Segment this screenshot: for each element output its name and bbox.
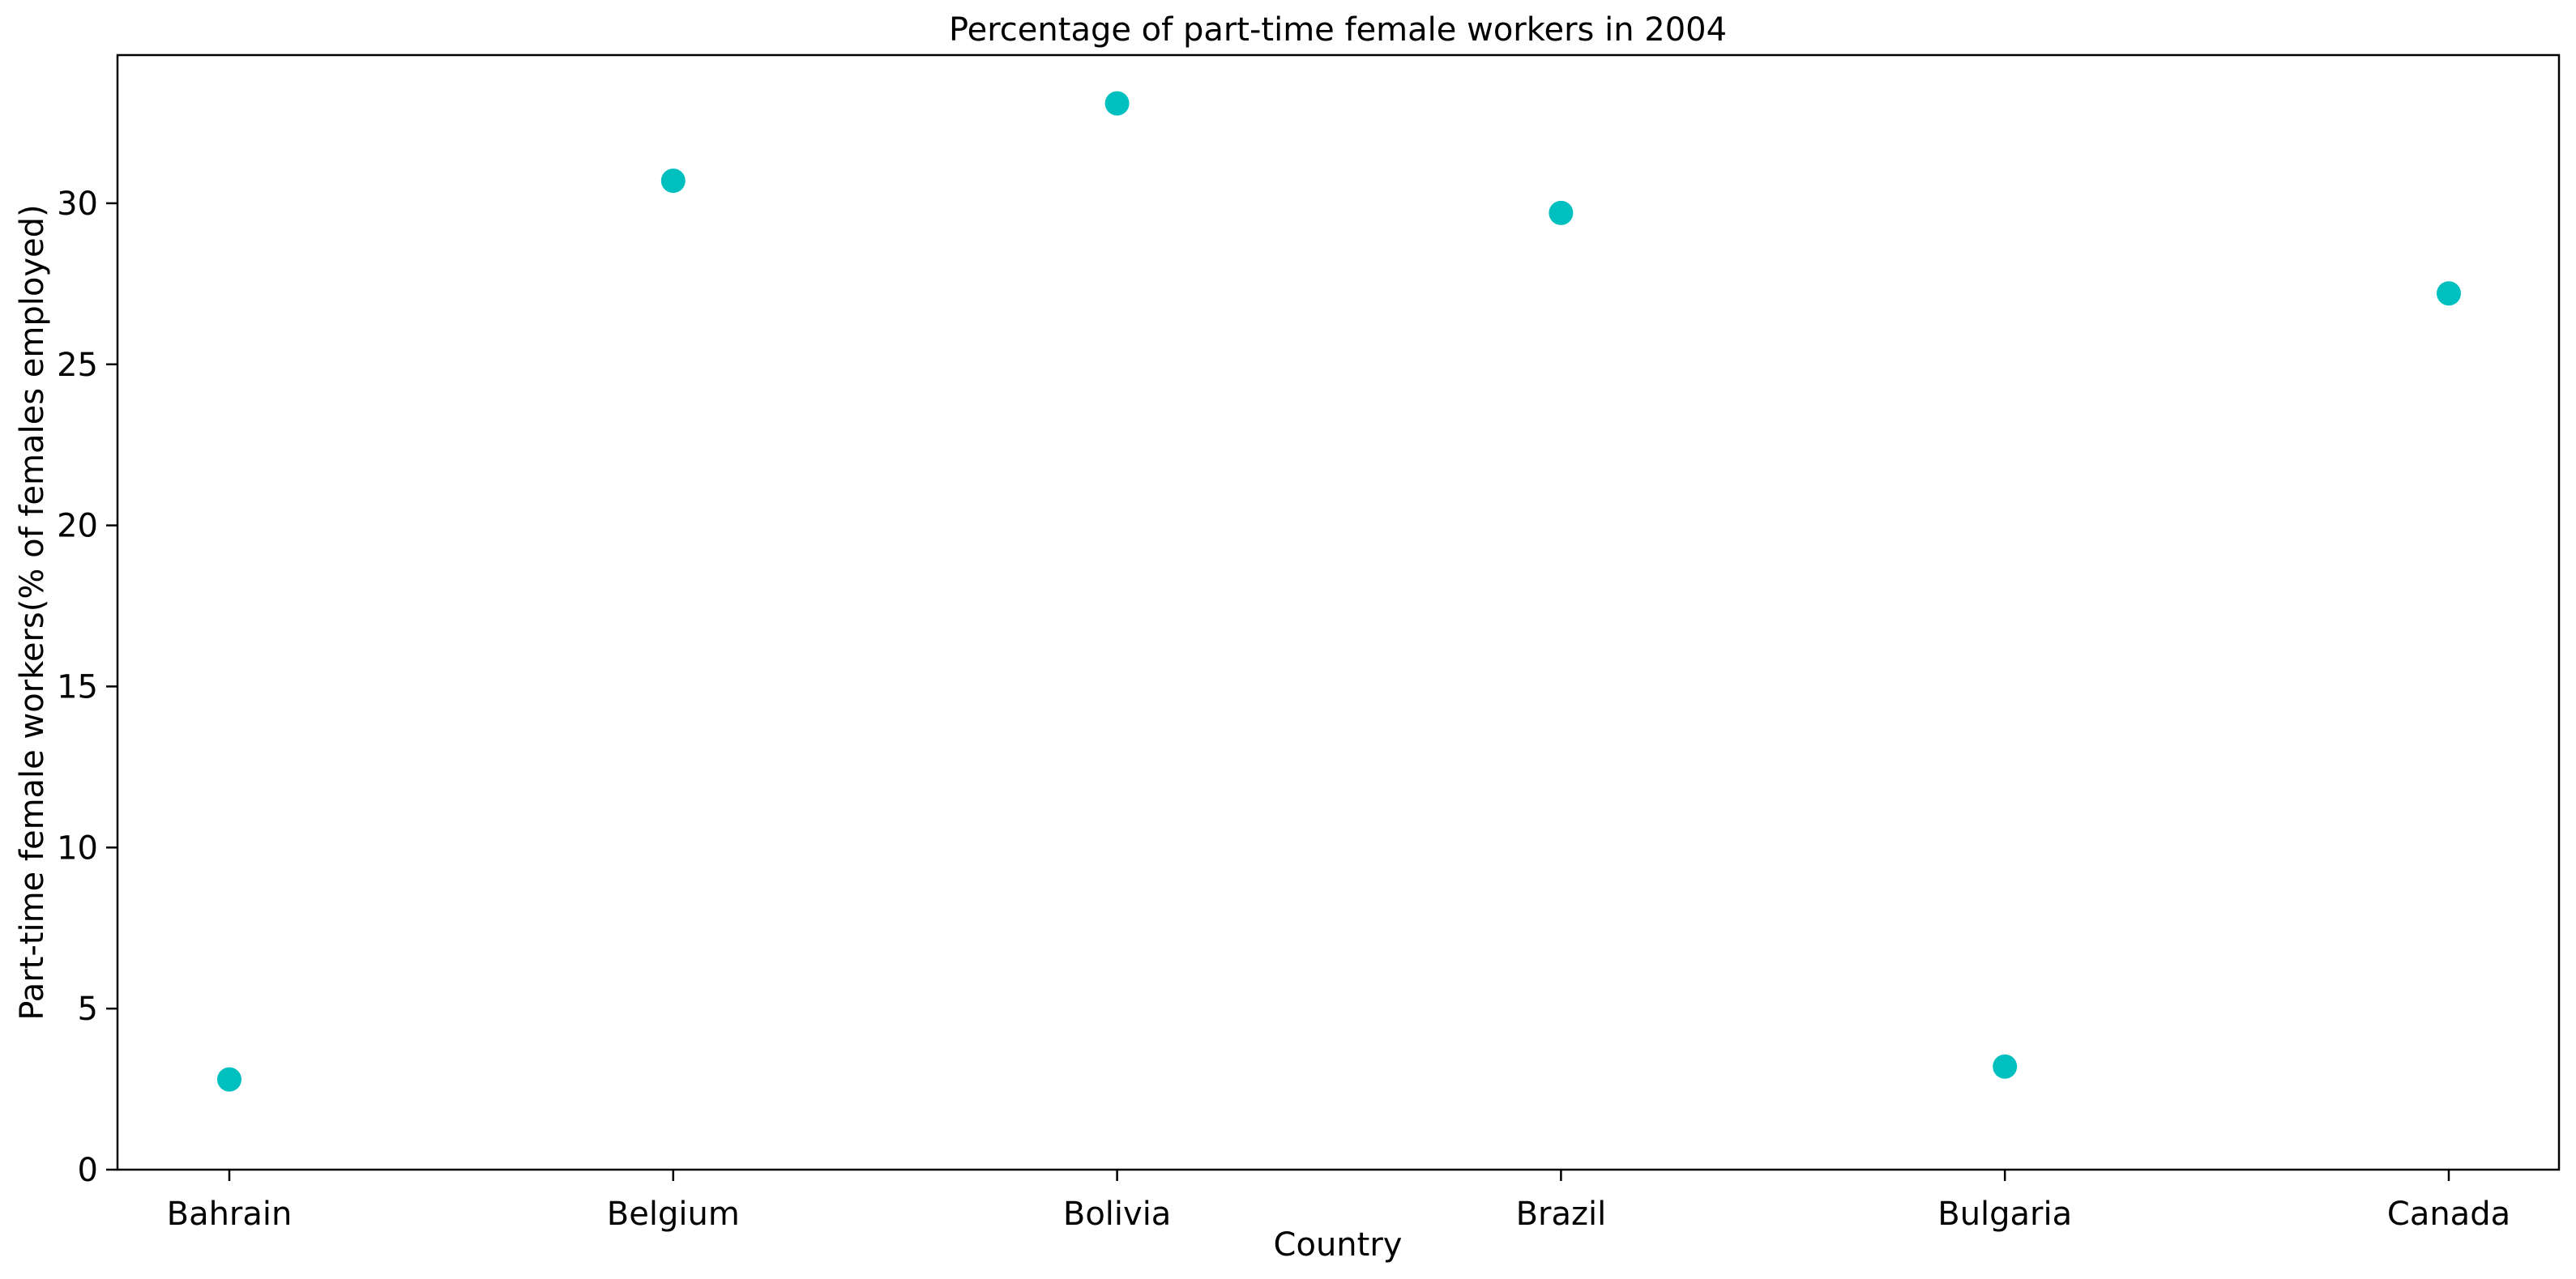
data-point-brazil <box>1549 200 1574 225</box>
x-tick-label: Bahrain <box>167 1196 293 1233</box>
y-tick-label: 15 <box>57 668 98 706</box>
x-tick-label: Brazil <box>1516 1196 1607 1233</box>
data-point-canada <box>2437 281 2461 306</box>
chart-title: Percentage of part-time female workers i… <box>949 11 1727 49</box>
data-point-belgium <box>660 168 686 194</box>
data-point-bahrain <box>217 1067 241 1092</box>
y-tick-label: 25 <box>57 347 98 384</box>
y-tick-label: 10 <box>57 829 98 867</box>
y-tick-label: 20 <box>57 508 98 545</box>
x-axis-label: Country <box>1274 1226 1403 1264</box>
data-points <box>217 91 2461 1092</box>
x-tick-label: Bulgaria <box>1937 1196 2072 1233</box>
x-tick-label: Belgium <box>607 1196 740 1233</box>
y-tick-label: 5 <box>78 991 98 1028</box>
data-point-bolivia <box>1104 91 1130 116</box>
y-tick-label: 0 <box>78 1152 98 1189</box>
x-tick-label: Bolivia <box>1063 1196 1171 1233</box>
x-tick-label: Canada <box>2387 1196 2510 1233</box>
plot-frame <box>116 53 2561 1171</box>
plot-area: 0 5 10 15 20 25 30 Bahrain Belgium Bolivia Brazil… <box>57 53 2561 1233</box>
y-tick-label: 30 <box>57 185 98 223</box>
x-axis: Bahrain Belgium Bolivia Brazil Bulgaria Canad… <box>167 1170 2510 1233</box>
y-axis-label: Part-time female workers(% of females em… <box>14 204 51 1020</box>
data-point-bulgaria <box>1993 1054 2018 1079</box>
y-axis: 0 5 10 15 20 25 30 <box>57 185 117 1189</box>
